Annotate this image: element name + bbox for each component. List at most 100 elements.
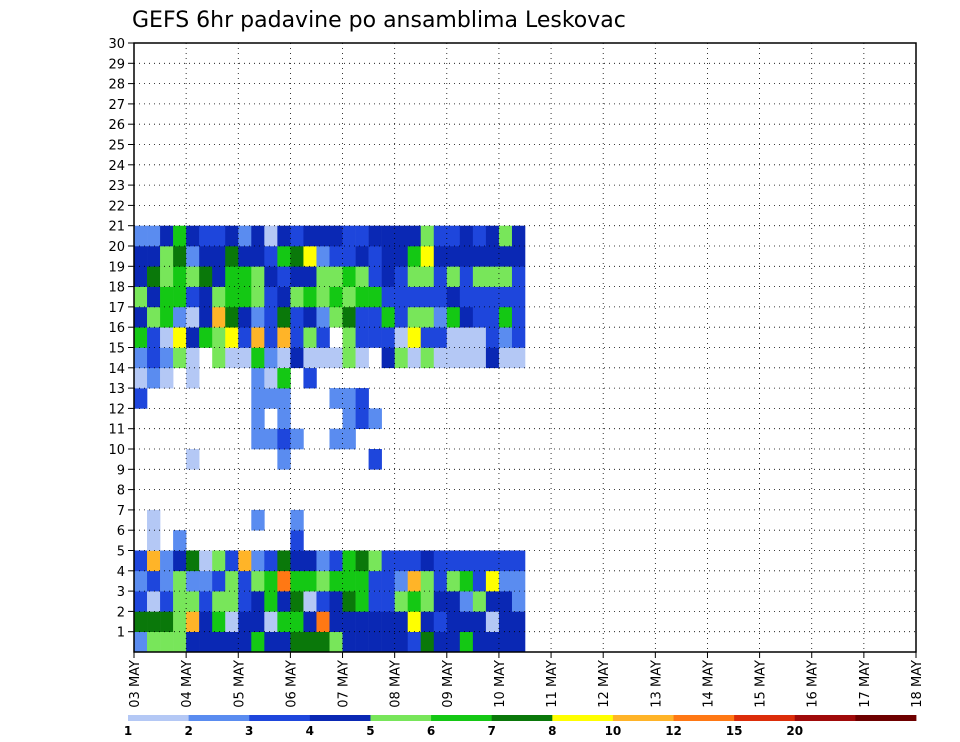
heatmap-cell [160,550,174,572]
heatmap-cell [459,550,474,572]
heatmap-cell [290,550,304,572]
heatmap-cell [433,550,448,572]
y-tick-label: 2 [117,605,125,620]
heatmap-cell [290,428,304,450]
heatmap-cell [160,286,174,308]
colorbar-swatch [673,715,735,721]
heatmap-cell [251,347,265,369]
heatmap-cell [368,327,382,348]
heatmap-cell [498,225,513,247]
heatmap-cell [485,286,500,308]
colorbar-swatch [794,715,856,721]
heatmap-cell [264,388,278,409]
heatmap-cell [394,225,408,247]
heatmap-cell [251,306,265,328]
heatmap-cell [173,570,187,592]
heatmap-cell [160,347,174,369]
colorbar-label: 20 [786,724,803,738]
y-tick-label: 26 [108,118,125,133]
heatmap-cell [329,388,343,409]
heatmap-cell [459,327,474,348]
heatmap-cell [511,266,526,287]
heatmap-cell [472,246,487,267]
colorbar-label: 5 [366,724,374,738]
heatmap-cell [303,225,317,247]
heatmap-cell [173,631,187,653]
heatmap-cell [290,266,304,287]
heatmap-cell [134,631,148,653]
heatmap-cell [355,570,369,592]
heatmap-cell [277,246,291,267]
heatmap-cell [186,246,200,267]
y-tick-label: 25 [108,139,125,154]
heatmap-cell [290,509,304,531]
heatmap-cell [342,591,356,612]
heatmap-cell [446,550,461,572]
heatmap-cell [160,611,174,632]
heatmap-cell [446,631,461,653]
heatmap-cell [277,225,291,247]
heatmap-cell [407,347,422,369]
heatmap-cell [251,367,265,389]
heatmap-cell [420,591,435,612]
y-tick-label: 6 [117,524,125,539]
heatmap-cell [212,591,226,612]
y-tick-label: 11 [108,423,125,438]
heatmap-cell [277,611,291,632]
x-tick-label: 05 MAY [232,660,247,708]
y-tick-label: 12 [108,402,125,417]
heatmap-cell [147,530,161,551]
y-tick-label: 27 [108,98,125,113]
heatmap-cell [277,327,291,348]
heatmap-cell [498,327,513,348]
heatmap-cell [134,266,148,287]
heatmap-cell [316,631,330,653]
heatmap-cell [277,591,291,612]
heatmap-cell [485,611,500,632]
heatmap-cell [342,225,356,247]
heatmap-cell [277,408,291,429]
heatmap-cell [381,631,395,653]
heatmap-cell [264,367,278,389]
heatmap-cell [420,286,435,308]
heatmap-cell [316,570,330,592]
heatmap-cell [212,550,226,572]
heatmap-cell [303,367,317,389]
colorbar-swatch [491,715,553,721]
heatmap-cell [459,225,474,247]
heatmap-cell [420,225,435,247]
colorbar-swatch [855,715,917,721]
heatmap-cell [316,266,330,287]
heatmap-cell [225,225,239,247]
heatmap-cell [160,225,174,247]
colorbar-label: 15 [726,724,743,738]
heatmap-cell [368,591,382,612]
heatmap-cell [264,631,278,653]
heatmap-cell [381,246,395,267]
heatmap-cell [485,266,500,287]
heatmap-cell [186,570,200,592]
y-tick-label: 4 [117,565,125,580]
heatmap-cell [199,225,213,247]
heatmap-cell [368,266,382,287]
heatmap-cell [355,286,369,308]
heatmap-cell [394,246,408,267]
heatmap-cell [407,611,422,632]
y-tick-label: 24 [108,159,125,174]
heatmap-cell [433,327,448,348]
heatmap-cell [134,591,148,612]
heatmap-cell [264,246,278,267]
x-tick-label: 12 MAY [597,660,612,708]
heatmap-cell [368,449,382,470]
heatmap-cell [342,428,356,450]
heatmap-cell [147,286,161,308]
heatmap-cell [173,347,187,369]
heatmap-cell [472,306,487,328]
heatmap-cell [511,306,526,328]
heatmap-cell [368,631,382,653]
heatmap-cell [147,266,161,287]
heatmap-cell [433,225,448,247]
colorbar-swatch [552,715,614,721]
heatmap-cell [355,408,369,429]
heatmap-cell [420,611,435,632]
